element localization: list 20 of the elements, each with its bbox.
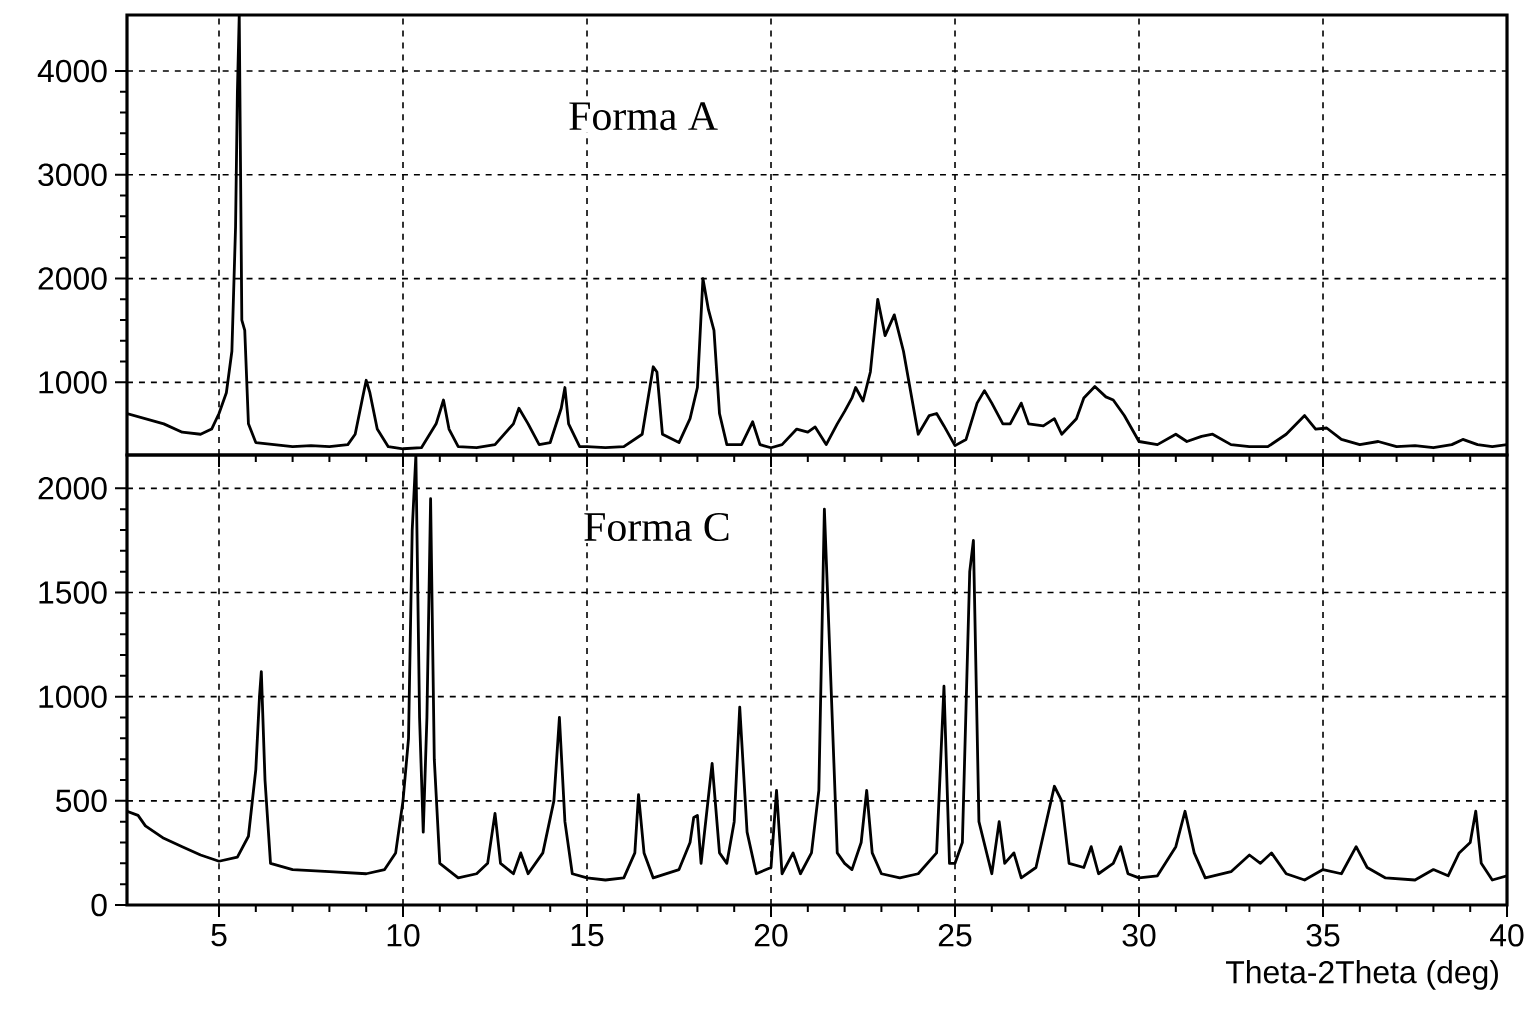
y-tick-label: 4000 — [37, 59, 107, 83]
x-axis-title: Theta-2Theta (deg) — [1226, 960, 1498, 990]
y-tick-label: 3000 — [38, 163, 107, 187]
y-tick-label: 500 — [56, 789, 107, 813]
y-tick-label: 1000 — [39, 685, 107, 708]
x-tick-label: 40 — [1490, 924, 1524, 947]
x-tick-label: 20 — [754, 924, 788, 947]
x-tick-label: 30 — [1122, 924, 1156, 947]
x-tick-label: 35 — [1306, 924, 1340, 947]
x-tick-label: 5 — [211, 924, 227, 947]
x-tick-label: 10 — [387, 924, 420, 947]
annotation: Forma A — [569, 102, 718, 131]
y-tick-label: 1500 — [39, 581, 107, 604]
y-tick-label: 2000 — [38, 477, 107, 500]
y-tick-label: 0 — [91, 893, 107, 917]
x-tick-label: 15 — [571, 924, 604, 947]
annotation: Forma C — [584, 512, 729, 542]
x-tick-label: 25 — [938, 924, 972, 947]
y-tick-label: 1000 — [39, 371, 107, 394]
y-tick-label: 2000 — [38, 267, 107, 290]
